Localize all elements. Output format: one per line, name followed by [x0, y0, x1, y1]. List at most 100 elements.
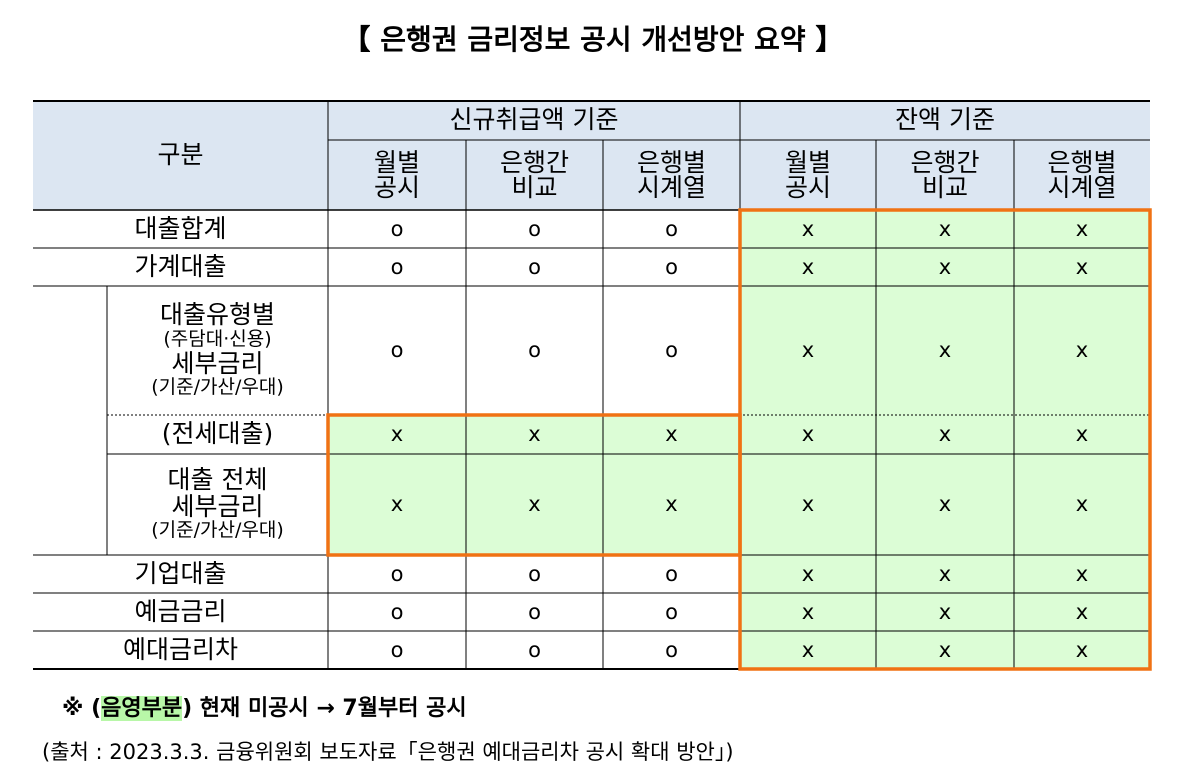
cell-value: o — [390, 254, 404, 279]
column-header-line: 시계열 — [1047, 173, 1117, 202]
cell-value: x — [938, 561, 952, 586]
table-cell: o — [603, 210, 740, 248]
column-header-line: 비교 — [921, 173, 968, 202]
row-label-line: 대출 전체 — [167, 465, 268, 495]
column-header-line: 시계열 — [636, 173, 706, 202]
row-label: (전세대출) — [107, 415, 328, 454]
highlight-box — [326, 413, 742, 557]
table-cell: x — [1014, 415, 1150, 454]
shade — [1014, 210, 1150, 248]
cell-value: o — [390, 561, 404, 586]
cell-value: x — [390, 422, 404, 447]
cell-value: x — [801, 637, 815, 662]
row-label-line: 가계대출 — [134, 251, 227, 281]
cell-value: x — [1075, 561, 1089, 586]
row-label: 예대금리차 — [33, 631, 328, 669]
row-label-line: 예금금리 — [134, 596, 227, 626]
column-header-line: 월별 — [373, 148, 420, 177]
cell-value: x — [801, 216, 815, 241]
table-cell: x — [740, 415, 876, 454]
table-cell: o — [466, 210, 603, 248]
shade — [740, 210, 876, 248]
column-header-line: 은행간 — [499, 148, 569, 177]
table-cell: x — [876, 415, 1014, 454]
header-bg — [33, 101, 1150, 210]
shade — [1014, 631, 1150, 669]
shade — [1014, 555, 1150, 593]
cell-value: o — [665, 599, 678, 624]
table-cell: x — [603, 415, 740, 454]
cell-value: x — [801, 254, 815, 279]
cell-value: o — [528, 338, 541, 363]
cell-value: o — [390, 599, 404, 624]
cell-value: o — [528, 637, 541, 662]
shade — [876, 286, 1014, 415]
row-label-line: 세부금리 — [171, 491, 264, 521]
row-label: 가계대출 — [33, 248, 328, 286]
shade — [740, 631, 876, 669]
column-header-line: 월별 — [784, 148, 831, 177]
row-label: 예금금리 — [33, 593, 328, 631]
shade — [876, 454, 1014, 555]
cell-value: x — [390, 492, 404, 517]
cell-value: o — [665, 338, 678, 363]
cell-value: x — [801, 492, 815, 517]
shade — [603, 454, 740, 555]
cell-value: o — [390, 338, 404, 363]
row-label-line: 대출유형별 — [159, 300, 275, 330]
row-label-line: (기준/가산/우대) — [151, 518, 284, 541]
shade — [876, 415, 1014, 454]
cell-value: x — [801, 338, 815, 363]
table-cell: o — [603, 286, 740, 415]
table-cell: o — [466, 555, 603, 593]
column-header-line: 은행간 — [910, 148, 980, 177]
table-cell: x — [876, 631, 1014, 669]
cell-value: x — [938, 637, 952, 662]
cell-value: x — [938, 492, 952, 517]
column-header-line: 공시 — [784, 173, 831, 202]
cell-value: x — [938, 338, 952, 363]
cell-value: x — [1075, 216, 1089, 241]
table-cell: x — [876, 248, 1014, 286]
table-cell: o — [328, 631, 466, 669]
cell-value: o — [528, 216, 541, 241]
table-cell: x — [740, 454, 876, 555]
table-cell: x — [740, 631, 876, 669]
cell-value: x — [801, 422, 815, 447]
cell-value: x — [528, 422, 541, 447]
shade — [740, 593, 876, 631]
shade — [1014, 593, 1150, 631]
column-header-line: 은행별 — [636, 148, 706, 177]
column-header: 은행간 비교 — [466, 140, 603, 210]
shade — [466, 415, 603, 454]
table-cell: x — [603, 454, 740, 555]
table-cell: o — [328, 248, 466, 286]
table-cell: x — [740, 555, 876, 593]
shade — [740, 555, 876, 593]
cell-value: o — [528, 254, 541, 279]
cell-value: o — [528, 561, 541, 586]
shade — [876, 631, 1014, 669]
cell-value: x — [938, 254, 952, 279]
table-cell: o — [466, 286, 603, 415]
cell-value: o — [665, 216, 678, 241]
note-mark: ※ — [62, 696, 84, 721]
cell-value: x — [1075, 338, 1089, 363]
cell-value: x — [938, 422, 952, 447]
table-cell: x — [876, 286, 1014, 415]
row-label: 기업대출 — [33, 555, 328, 593]
table-cell: x — [876, 593, 1014, 631]
shade — [466, 454, 603, 555]
row-label: 대출유형별 (주담대·신용) 세부금리 (기준/가산/우대) — [107, 286, 328, 415]
shade — [603, 415, 740, 454]
cell-value: x — [665, 422, 678, 447]
table-cell: o — [328, 286, 466, 415]
source: (출처 : 2023.3.3. 금융위원회 보도자료「은행권 예대금리차 공시 … — [42, 740, 734, 764]
group-text: 잔액 기준 — [895, 105, 995, 135]
cell-value: x — [801, 561, 815, 586]
table-cell: x — [1014, 631, 1150, 669]
group-text: 신규취급액 기준 — [449, 105, 619, 135]
cell-value: o — [665, 254, 678, 279]
table-cell: x — [876, 210, 1014, 248]
